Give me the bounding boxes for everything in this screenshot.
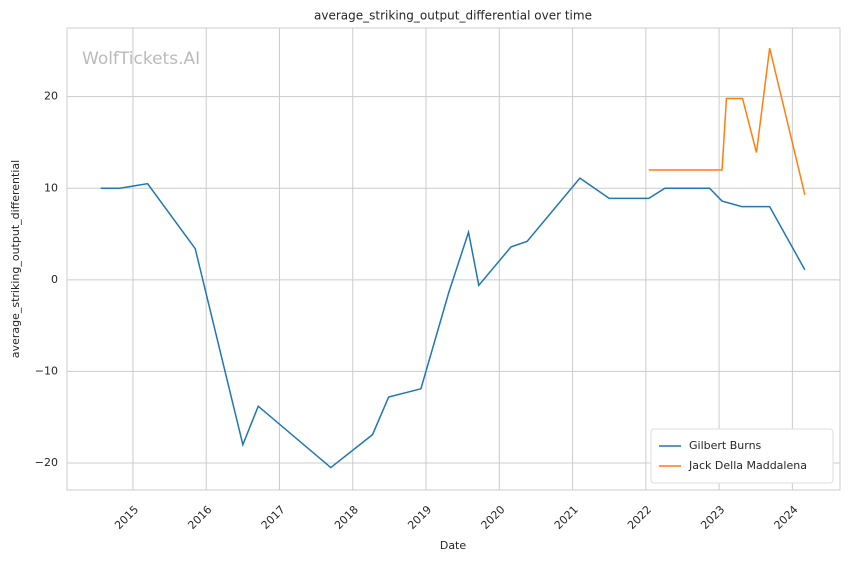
line-series	[648, 47, 806, 195]
line-series	[100, 177, 806, 469]
legend: Gilbert Burns Jack Della Maddalena	[650, 428, 834, 484]
y-tick-label: −10	[35, 364, 58, 377]
x-axis-label: Date	[440, 539, 467, 552]
watermark: WolfTickets.AI	[82, 49, 200, 69]
y-axis-label: average_striking_output_differential	[9, 160, 22, 358]
legend-box	[650, 428, 834, 484]
y-tick-label: 0	[51, 273, 58, 286]
y-tick-label: −20	[35, 456, 58, 469]
legend-label: Jack Della Maddalena	[688, 459, 807, 472]
plot-frame	[66, 27, 841, 491]
chart-title: average_striking_output_differential ove…	[314, 9, 592, 23]
y-tick-label: 20	[44, 90, 58, 103]
legend-label: Gilbert Burns	[689, 439, 762, 452]
y-tick-label: 10	[44, 181, 58, 194]
